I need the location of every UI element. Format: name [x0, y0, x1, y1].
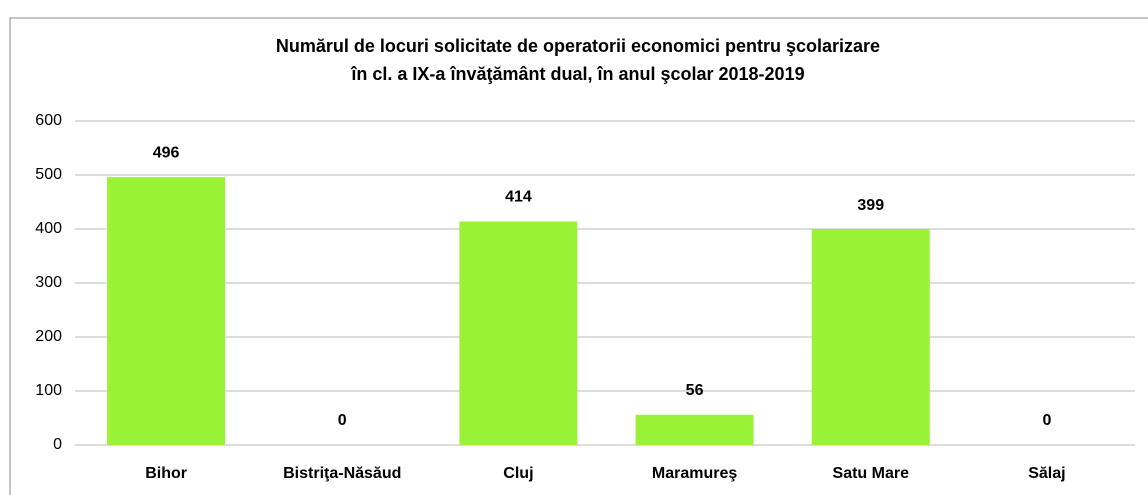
bar [459, 221, 578, 445]
y-tick-label: 600 [35, 112, 62, 129]
x-tick-label: Bistriţa-Năsăud [283, 465, 401, 482]
y-tick-label: 0 [53, 436, 62, 453]
x-tick-label: Satu Mare [833, 465, 910, 482]
chart-frame [9, 17, 1148, 495]
chart-title: în cl. a IX-a învăţământ dual, în anul ş… [350, 64, 804, 84]
y-tick-label: 500 [35, 166, 62, 183]
chart-title: Numărul de locuri solicitate de operator… [276, 36, 880, 56]
x-tick-label: Maramureş [652, 465, 737, 482]
bar [635, 414, 754, 445]
x-tick-label: Sălaj [1028, 465, 1065, 482]
bar [811, 229, 930, 445]
data-label: 0 [338, 412, 347, 429]
y-tick-label: 300 [35, 274, 62, 291]
data-label: 56 [686, 382, 704, 399]
data-label: 414 [505, 189, 532, 206]
x-tick-label: Bihor [145, 465, 187, 482]
bar [107, 177, 226, 445]
data-label: 496 [153, 144, 180, 161]
y-tick-label: 400 [35, 220, 62, 237]
data-label: 0 [1042, 412, 1051, 429]
y-tick-label: 100 [35, 382, 62, 399]
y-tick-label: 200 [35, 328, 62, 345]
x-tick-label: Cluj [503, 465, 533, 482]
data-label: 399 [857, 197, 884, 214]
